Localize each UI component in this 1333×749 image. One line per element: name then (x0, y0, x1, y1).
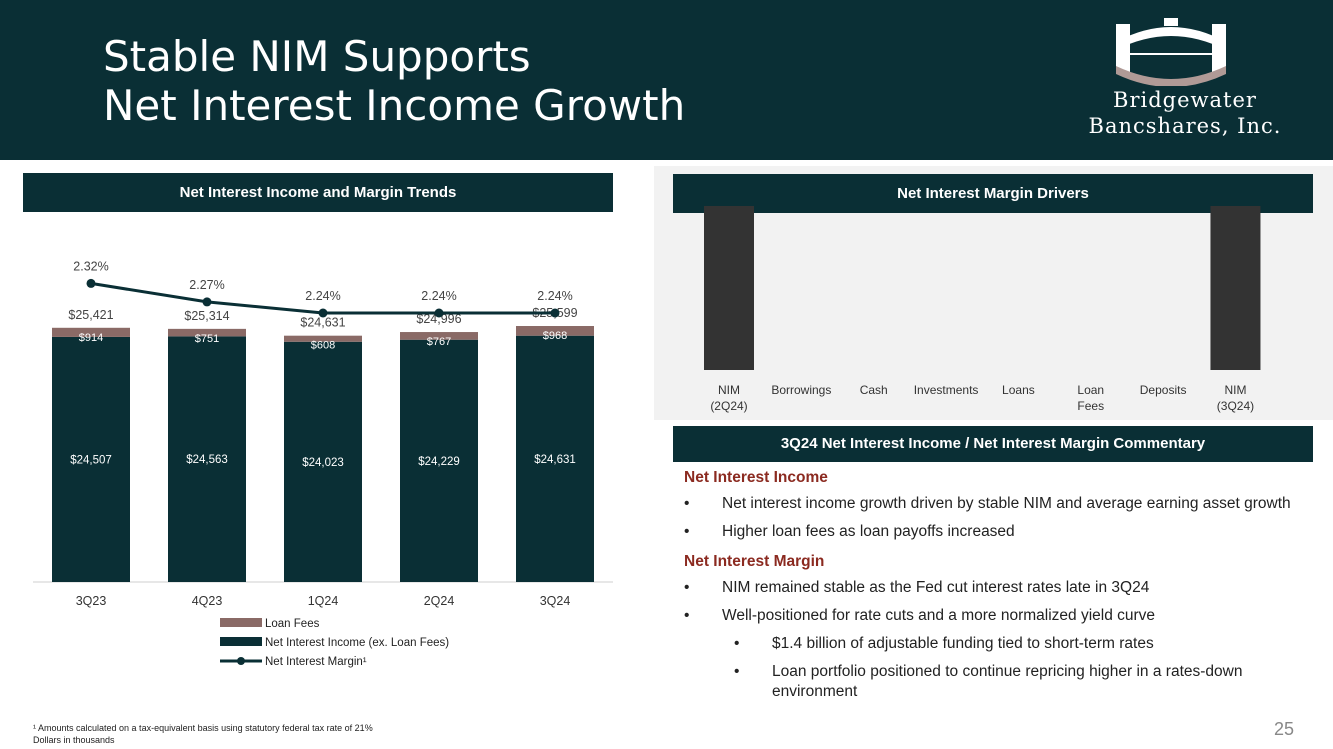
nii-margin-chart: $24,507 $914 $25,421 3Q23 $24,563 $751 $25,314… (33, 259, 613, 668)
nii-bar-label: $24,563 (186, 454, 228, 466)
sub-list-item: • $1.4 billion of adjustable funding tied… (734, 635, 1154, 652)
nim-label: 2.24% (537, 289, 572, 303)
bullet-icon: • (734, 635, 740, 652)
loan-fees-bar-label: $751 (195, 333, 219, 345)
list-item: • NIM remained stable as the Fed cut inte… (684, 579, 1150, 596)
footnote-line-1: ¹ Amounts calculated on a tax-equivalent… (33, 723, 373, 733)
bridge-logo-icon (1116, 18, 1226, 86)
loan-fees-bar-label: $968 (543, 330, 567, 342)
nim-point (318, 308, 328, 318)
bullet-icon: • (684, 523, 690, 540)
x-tick-label: 3Q24 (540, 594, 571, 608)
loan-fees-bar-label: $767 (427, 336, 451, 348)
nii-bar-label: $24,229 (418, 456, 460, 468)
loan-fees-bar (168, 328, 246, 337)
sub-list-item: • Loan portfolio positioned to continue r… (734, 663, 1243, 700)
loan-fees-bar (516, 326, 594, 336)
driver-category-label: Fees (1077, 399, 1104, 413)
driver-category-label: NIM (718, 383, 740, 397)
company-logo: Bridgewater Bancshares, Inc. (1060, 16, 1310, 146)
left-panel-title: Net Interest Income and Margin Trends (23, 173, 613, 212)
nim-drivers-chart: 2.24%NIM(2Q24)0.09%Borrowings0.05%Cash0.… (704, 206, 1261, 413)
total-label: $25,314 (184, 309, 229, 323)
legend-loan-fees-swatch (220, 618, 262, 627)
driver-category-label: Borrowings (771, 383, 831, 397)
driver-category-label: Deposits (1140, 383, 1187, 397)
logo-text-line-1: Bridgewater (1113, 88, 1257, 112)
total-label: $24,631 (300, 316, 345, 330)
driver-category-label: Loans (1002, 383, 1035, 397)
nii-bar-label: $24,023 (302, 457, 344, 469)
loan-fees-bar-label: $914 (79, 332, 103, 344)
nim-label: 2.24% (421, 289, 456, 303)
x-tick-label: 1Q24 (308, 594, 339, 608)
nii-bar (284, 341, 362, 582)
legend-nii-label: Net Interest Income (ex. Loan Fees) (265, 637, 449, 649)
nim-point (202, 297, 212, 307)
page-number: 25 (1274, 719, 1295, 739)
total-label: $25,421 (68, 308, 113, 322)
footnote: ¹ Amounts calculated on a tax-equivalent… (33, 722, 373, 746)
x-tick-label: 4Q23 (192, 594, 223, 608)
list-item: • Net interest income growth driven by st… (684, 495, 1291, 512)
commentary-title: 3Q24 Net Interest Income / Net Interest … (673, 426, 1313, 462)
nii-bar (400, 339, 478, 582)
driver-category-label: NIM (1224, 383, 1246, 397)
loan-fees-bar (400, 332, 478, 340)
list-item: • Well-positioned for rate cuts and a mor… (684, 607, 1156, 624)
driver-category-label: Loan (1077, 383, 1104, 397)
nii-bar-label: $24,507 (70, 454, 112, 466)
driver-category-label: Cash (860, 383, 888, 397)
nim-point (86, 278, 96, 288)
bullet-icon: • (684, 579, 690, 596)
total-label: $24,996 (416, 312, 461, 326)
legend-nim-marker (237, 657, 245, 665)
nii-bar-label: $24,631 (534, 454, 576, 466)
bullet-icon: • (684, 495, 690, 512)
title-line-2: Net Interest Income Growth (103, 81, 686, 130)
loan-fees-bar (284, 335, 362, 342)
bullet-icon: • (684, 607, 690, 624)
commentary-body: Net Interest Income • Net interest income… (684, 466, 1304, 710)
driver-category-label: (3Q24) (1217, 399, 1254, 413)
nim-3q24-bar (1210, 206, 1261, 370)
nim-label: 2.24% (305, 289, 340, 303)
right-panel-title: Net Interest Margin Drivers (673, 174, 1313, 213)
legend-nim-label: Net Interest Margin¹ (265, 656, 367, 668)
legend-loan-fees-label: Loan Fees (265, 618, 320, 630)
loan-fees-bar-label: $608 (311, 340, 335, 352)
nim-heading: Net Interest Margin (684, 553, 825, 570)
page-title: Stable NIM Supports Net Interest Income … (103, 32, 685, 130)
legend-nii-swatch (220, 637, 262, 646)
nim-label: 2.27% (189, 278, 224, 292)
driver-category-label: Investments (914, 383, 979, 397)
loan-fees-bar (52, 327, 130, 337)
nii-bar (52, 336, 130, 582)
title-line-1: Stable NIM Supports (103, 32, 531, 81)
bullet-icon: • (734, 663, 740, 680)
list-item: • Higher loan fees as loan payoffs increa… (684, 523, 1015, 540)
nii-bar (168, 336, 246, 582)
driver-category-label: (2Q24) (710, 399, 747, 413)
logo-text-line-2: Bancshares, Inc. (1088, 114, 1282, 138)
nim-point (434, 308, 444, 318)
x-tick-label: 2Q24 (424, 594, 455, 608)
nii-heading: Net Interest Income (684, 469, 828, 486)
nim-2q24-bar (704, 206, 754, 370)
nim-point (550, 308, 560, 318)
header-banner: Stable NIM Supports Net Interest Income … (0, 0, 1333, 160)
nii-bar (516, 335, 594, 582)
footnote-line-2: Dollars in thousands (33, 735, 115, 745)
nim-label: 2.32% (73, 259, 108, 273)
x-tick-label: 3Q23 (76, 594, 107, 608)
